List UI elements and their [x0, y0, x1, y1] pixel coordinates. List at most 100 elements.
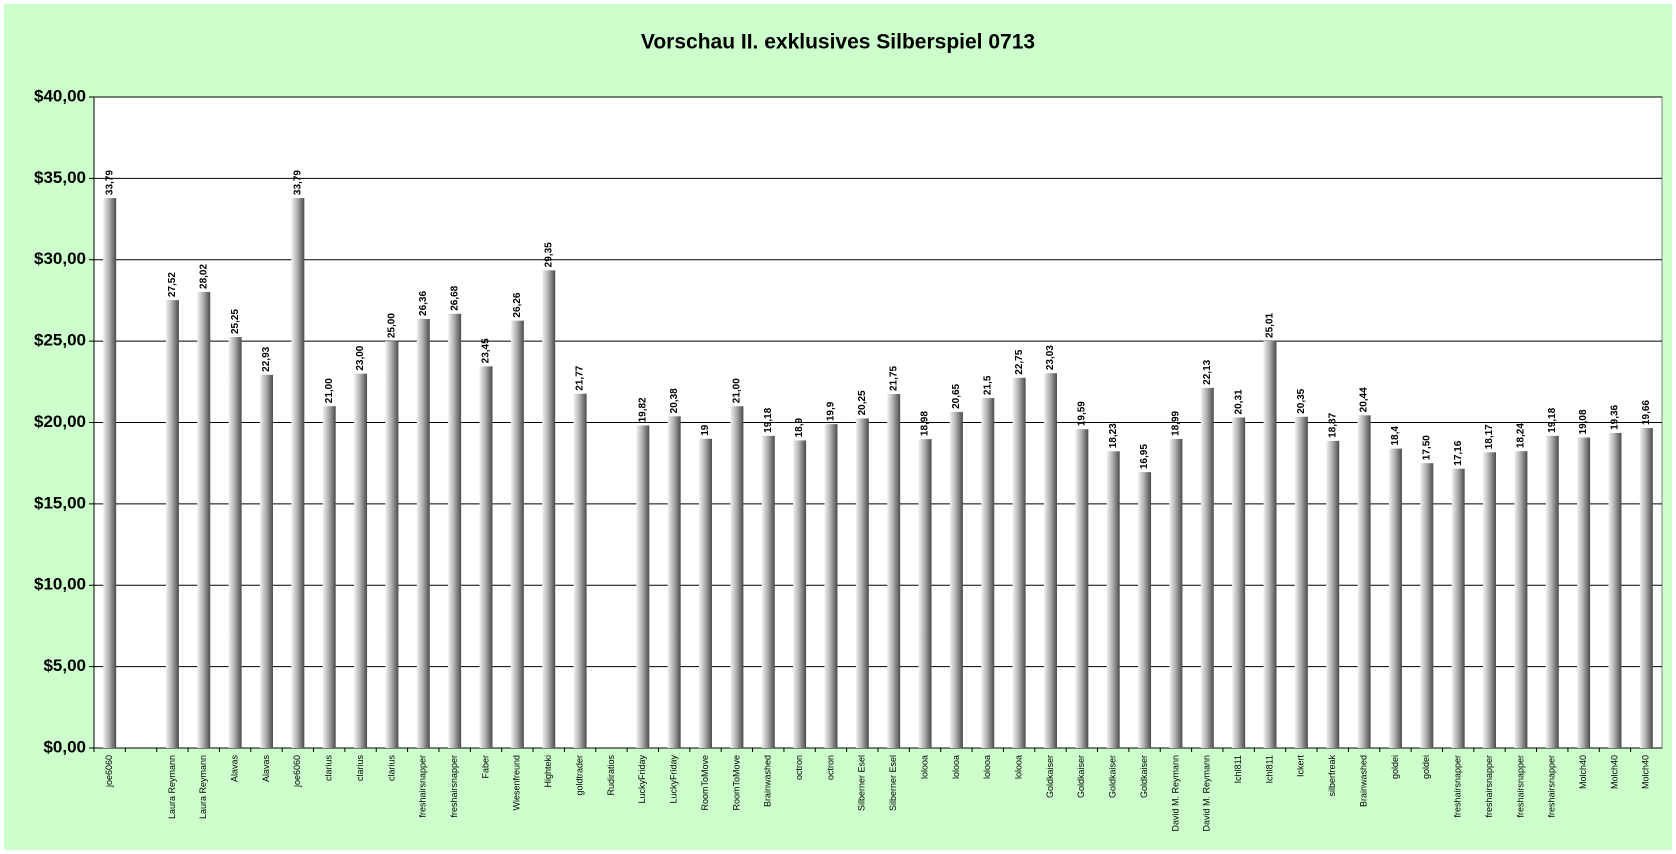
bar — [448, 313, 462, 748]
x-tick-label: Highteki — [543, 755, 553, 788]
x-tick-label: joe6060 — [292, 755, 302, 788]
bar — [103, 198, 117, 748]
bar — [1106, 451, 1120, 748]
x-tick-label: LuckyFriday — [637, 755, 647, 804]
y-tick-label: $35,00 — [34, 168, 86, 187]
value-label: 20,65 — [951, 383, 962, 408]
value-label: 17,50 — [1421, 435, 1432, 460]
bar — [354, 373, 368, 748]
x-tick-label: Ickert — [1296, 755, 1306, 778]
bar — [761, 435, 775, 748]
x-tick-label: Brainwashed — [763, 755, 773, 807]
value-label: 19 — [700, 424, 711, 436]
x-tick-label: Laura Reymann — [198, 755, 208, 819]
x-tick-label: LuckyFriday — [669, 755, 679, 804]
bar — [1263, 340, 1277, 748]
bar — [1232, 417, 1246, 748]
value-label: 19,59 — [1076, 401, 1087, 426]
value-label: 26,68 — [449, 285, 460, 310]
bar — [1388, 448, 1402, 748]
y-tick-label: $0,00 — [43, 737, 86, 756]
bar — [1639, 428, 1653, 748]
bar — [197, 291, 211, 748]
bar — [1514, 451, 1528, 748]
bar — [416, 318, 430, 748]
bar — [1138, 472, 1152, 748]
bar — [1357, 415, 1371, 748]
value-label: 18,24 — [1516, 423, 1527, 448]
bar — [259, 374, 273, 748]
bar — [918, 439, 932, 748]
x-tick-label: lolooa — [1013, 755, 1023, 779]
bar — [228, 337, 242, 748]
y-tick-label: $5,00 — [43, 656, 86, 675]
value-label: 27,52 — [167, 272, 178, 297]
value-label: 19,82 — [637, 397, 648, 422]
x-tick-label: Molch40 — [1641, 755, 1651, 789]
value-label: 19,9 — [826, 401, 837, 421]
x-tick-label: lolooa — [951, 755, 961, 779]
value-label: 18,99 — [1171, 410, 1182, 435]
x-tick-label: freshairsnapper — [1484, 755, 1494, 818]
x-tick-label: joe6060 — [104, 755, 114, 788]
x-tick-label: freshairsnapper — [449, 755, 459, 818]
y-tick-label: $20,00 — [34, 412, 86, 431]
x-tick-label: Alavas — [229, 755, 239, 783]
x-tick-label: Alavas — [261, 755, 271, 783]
x-tick-label: freshairsnapper — [1547, 755, 1557, 818]
x-tick-label: freshairsnapper — [1453, 755, 1463, 818]
bar — [1577, 437, 1591, 748]
value-label: 19,66 — [1641, 400, 1652, 425]
x-tick-label: David M. Reymann — [1170, 755, 1180, 832]
value-label: 25,00 — [387, 313, 398, 338]
bar — [855, 418, 869, 748]
value-label: 21,75 — [888, 366, 899, 391]
value-label: 19,18 — [763, 407, 774, 432]
bar — [385, 341, 399, 748]
x-tick-label: RoomToMove — [700, 755, 710, 811]
value-label: 26,36 — [418, 291, 429, 316]
value-label: 29,35 — [543, 242, 554, 267]
x-tick-label: clarius — [386, 755, 396, 782]
bar — [887, 394, 901, 748]
bar — [1043, 373, 1057, 748]
x-tick-label: Silberner Esel — [857, 755, 867, 811]
bar — [322, 406, 336, 748]
bar — [730, 406, 744, 748]
value-label: 18,87 — [1327, 412, 1338, 437]
value-label: 21,00 — [324, 378, 335, 403]
x-tick-label: goldtrader — [574, 755, 584, 796]
x-tick-label: octron — [794, 755, 804, 780]
x-tick-label: Goldkaiser — [1108, 755, 1118, 798]
x-tick-label: Goldkaiser — [1045, 755, 1055, 798]
x-tick-label: Molch40 — [1609, 755, 1619, 789]
value-label: 22,93 — [261, 346, 272, 371]
x-tick-label: David M. Reymann — [1202, 755, 1212, 832]
value-label: 22,75 — [1014, 349, 1025, 374]
value-label: 23,45 — [481, 338, 492, 363]
bar — [510, 320, 524, 748]
value-label: 20,35 — [1296, 388, 1307, 413]
bar — [793, 440, 807, 748]
value-label: 18,23 — [1108, 423, 1119, 448]
value-label: 21,00 — [732, 378, 743, 403]
x-tick-label: Silberner Esel — [888, 755, 898, 811]
bar — [667, 416, 681, 748]
value-label: 17,16 — [1453, 440, 1464, 465]
bar — [949, 411, 963, 748]
y-tick-label: $25,00 — [34, 331, 86, 350]
y-tick-label: $10,00 — [34, 575, 86, 594]
value-label: 21,77 — [575, 365, 586, 390]
bar — [1451, 468, 1465, 748]
y-tick-label: $40,00 — [34, 86, 86, 105]
x-tick-label: Ichl811 — [1264, 755, 1274, 783]
x-tick-label: freshairsnapper — [1515, 755, 1525, 818]
bar — [1169, 438, 1183, 748]
bar — [824, 424, 838, 748]
value-label: 25,01 — [1265, 312, 1276, 337]
bar — [291, 198, 305, 748]
bar — [699, 438, 713, 748]
bar — [165, 300, 179, 748]
bar — [1483, 452, 1497, 748]
